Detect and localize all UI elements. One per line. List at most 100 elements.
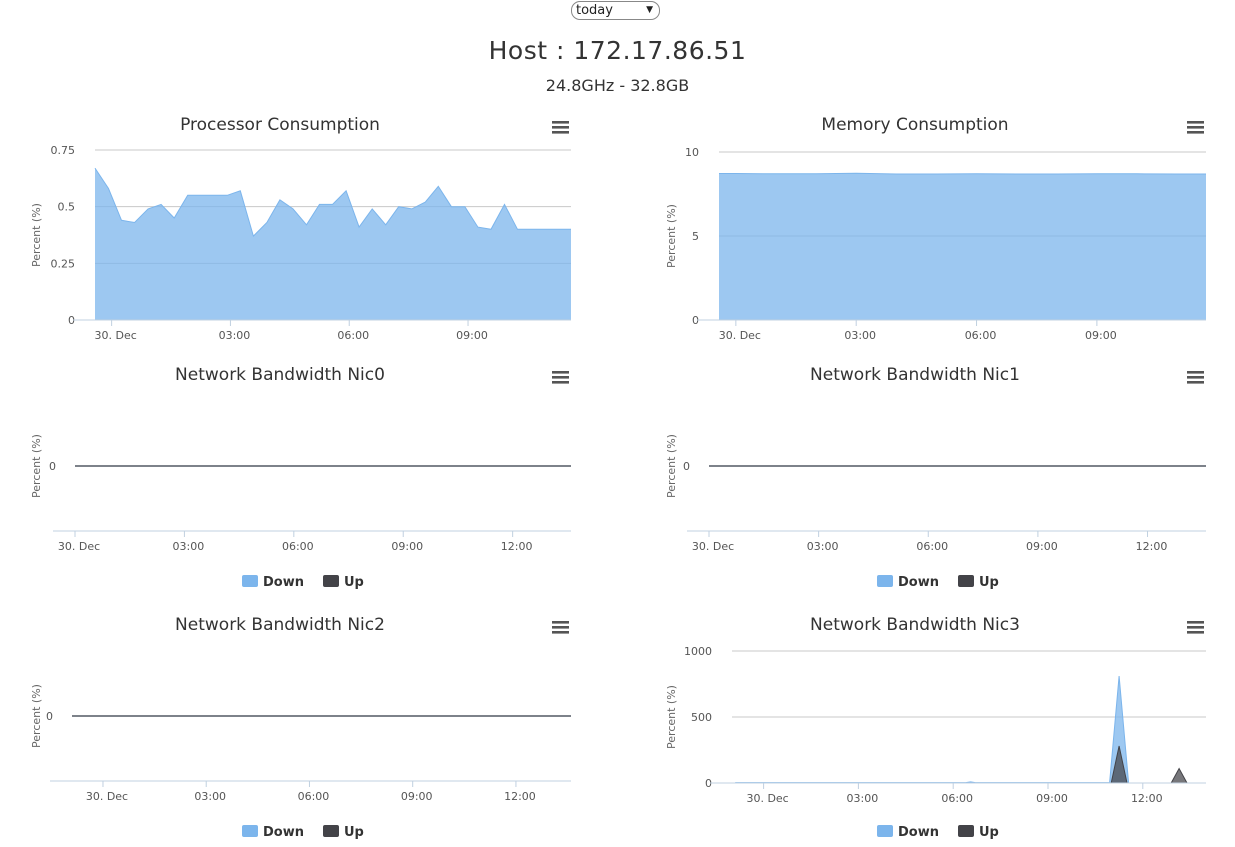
x-tick-label: 30. Dec <box>692 540 734 553</box>
chart-title: Network Bandwidth Nic3 <box>810 615 1020 635</box>
x-tick-label: 30. Dec <box>746 792 788 805</box>
legend-item-up[interactable]: Up <box>323 825 364 840</box>
x-tick-label: 09:00 <box>456 329 488 342</box>
chart-legend: Down Up <box>242 825 364 840</box>
x-tick-label: 06:00 <box>337 329 369 342</box>
chart-svg-nic3: Network Bandwidth Nic3 Percent (%) 0 500 100… <box>665 615 1206 840</box>
x-tick-label: 30. Dec <box>86 790 128 803</box>
legend-item-down[interactable]: Down <box>877 575 939 590</box>
chart-svg-nic0: Network Bandwidth Nic0 Percent (%) 0 30. De… <box>30 365 571 590</box>
chart-legend: Down Up <box>877 825 999 840</box>
y-axis-label: Percent (%) <box>30 434 43 498</box>
x-tick-label: 03:00 <box>194 790 226 803</box>
host-title: Host : 172.17.86.51 <box>488 36 747 65</box>
legend-swatch <box>323 825 339 837</box>
y-axis-label: Percent (%) <box>665 434 678 498</box>
x-tick-label: 03:00 <box>173 540 205 553</box>
chevron-down-icon: ▼ <box>646 5 653 15</box>
legend-swatch <box>877 825 893 837</box>
chart-title: Memory Consumption <box>821 115 1008 135</box>
legend-label: Up <box>979 825 999 840</box>
menu-icon[interactable] <box>552 121 569 134</box>
legend-label: Up <box>344 825 364 840</box>
y-tick-label: 0 <box>705 777 712 790</box>
y-tick-label: 0.75 <box>51 144 76 157</box>
y-axis-label: Percent (%) <box>30 684 43 748</box>
legend-label: Down <box>898 575 939 590</box>
chart-network-nic0: Network Bandwidth Nic0 Percent (%) 0 30. De… <box>0 358 580 603</box>
legend-label: Down <box>263 575 304 590</box>
x-tick-label: 09:00 <box>1026 540 1058 553</box>
x-tick-label: 06:00 <box>298 790 330 803</box>
range-select[interactable]: today ▼ <box>571 1 660 20</box>
chart-processor-consumption: Processor Consumption Percent (%) 0 0.25 0.5… <box>0 108 580 350</box>
legend-item-down[interactable]: Down <box>242 825 304 840</box>
x-tick-label: 06:00 <box>916 540 948 553</box>
x-tick-label: 30. Dec <box>58 540 100 553</box>
menu-icon[interactable] <box>552 371 569 384</box>
y-tick-label: 0.5 <box>58 201 76 214</box>
x-tick-label: 06:00 <box>965 329 997 342</box>
legend-swatch <box>877 575 893 587</box>
chart-svg-mem: Memory Consumption Percent (%) 0 5 10 30. Dec… <box>665 115 1206 342</box>
x-tick-label: 30. Dec <box>719 329 761 342</box>
series-line-0 <box>719 172 1206 175</box>
x-tick-label: 09:00 <box>1085 329 1117 342</box>
x-tick-label: 06:00 <box>282 540 314 553</box>
chart-title: Processor Consumption <box>180 115 380 135</box>
legend-item-up[interactable]: Up <box>958 825 999 840</box>
y-tick-label: 0 <box>683 460 690 473</box>
legend-swatch <box>958 575 974 587</box>
x-tick-label: 03:00 <box>219 329 251 342</box>
legend-label: Up <box>979 575 999 590</box>
chart-network-nic3: Network Bandwidth Nic3 Percent (%) 0 500 100… <box>635 608 1215 847</box>
menu-icon[interactable] <box>1187 121 1204 134</box>
x-tick-label: 03:00 <box>807 540 839 553</box>
y-tick-label: 500 <box>691 711 712 724</box>
chart-network-nic2: Network Bandwidth Nic2 Percent (%) 0 30. De… <box>0 608 580 847</box>
x-tick-label: 06:00 <box>941 792 973 805</box>
x-tick-label: 12:00 <box>1136 540 1168 553</box>
y-tick-label: 0 <box>49 460 56 473</box>
chart-legend: Down Up <box>242 575 364 590</box>
chart-svg-cpu: Processor Consumption Percent (%) 0 0.25 0.5… <box>30 115 571 342</box>
y-tick-label: 1000 <box>684 645 712 658</box>
legend-label: Down <box>898 825 939 840</box>
chart-legend: Down Up <box>877 575 999 590</box>
y-tick-label: 10 <box>685 146 699 159</box>
y-tick-label: 5 <box>692 230 699 243</box>
chart-title: Network Bandwidth Nic2 <box>175 615 385 635</box>
legend-item-down[interactable]: Down <box>877 825 939 840</box>
legend-label: Up <box>344 575 364 590</box>
x-tick-label: 12:00 <box>1131 792 1163 805</box>
legend-swatch <box>323 575 339 587</box>
y-tick-label: 0 <box>46 710 53 723</box>
legend-item-up[interactable]: Up <box>958 575 999 590</box>
x-tick-label: 09:00 <box>391 540 423 553</box>
y-axis-label: Percent (%) <box>665 685 678 749</box>
chart-network-nic1: Network Bandwidth Nic1 Percent (%) 0 30. De… <box>635 358 1215 603</box>
x-tick-label: 12:00 <box>501 540 533 553</box>
legend-swatch <box>958 825 974 837</box>
legend-swatch <box>242 825 258 837</box>
series-area-up <box>735 746 1187 783</box>
x-tick-label: 30. Dec <box>94 329 136 342</box>
legend-item-up[interactable]: Up <box>323 575 364 590</box>
legend-swatch <box>242 575 258 587</box>
range-select-value: today <box>576 3 613 18</box>
series-area-0 <box>719 173 1206 320</box>
y-tick-label: 0.25 <box>51 257 76 270</box>
menu-icon[interactable] <box>1187 371 1204 384</box>
menu-icon[interactable] <box>552 621 569 634</box>
menu-icon[interactable] <box>1187 621 1204 634</box>
legend-item-down[interactable]: Down <box>242 575 304 590</box>
legend-label: Down <box>263 825 304 840</box>
chart-title: Network Bandwidth Nic0 <box>175 365 385 385</box>
y-axis-label: Percent (%) <box>30 203 43 267</box>
chart-memory-consumption: Memory Consumption Percent (%) 0 5 10 30. Dec… <box>635 108 1215 350</box>
series-line-0 <box>94 167 571 238</box>
x-tick-label: 09:00 <box>401 790 433 803</box>
x-tick-label: 03:00 <box>844 329 876 342</box>
series-area-0 <box>95 168 571 320</box>
x-tick-label: 12:00 <box>504 790 536 803</box>
